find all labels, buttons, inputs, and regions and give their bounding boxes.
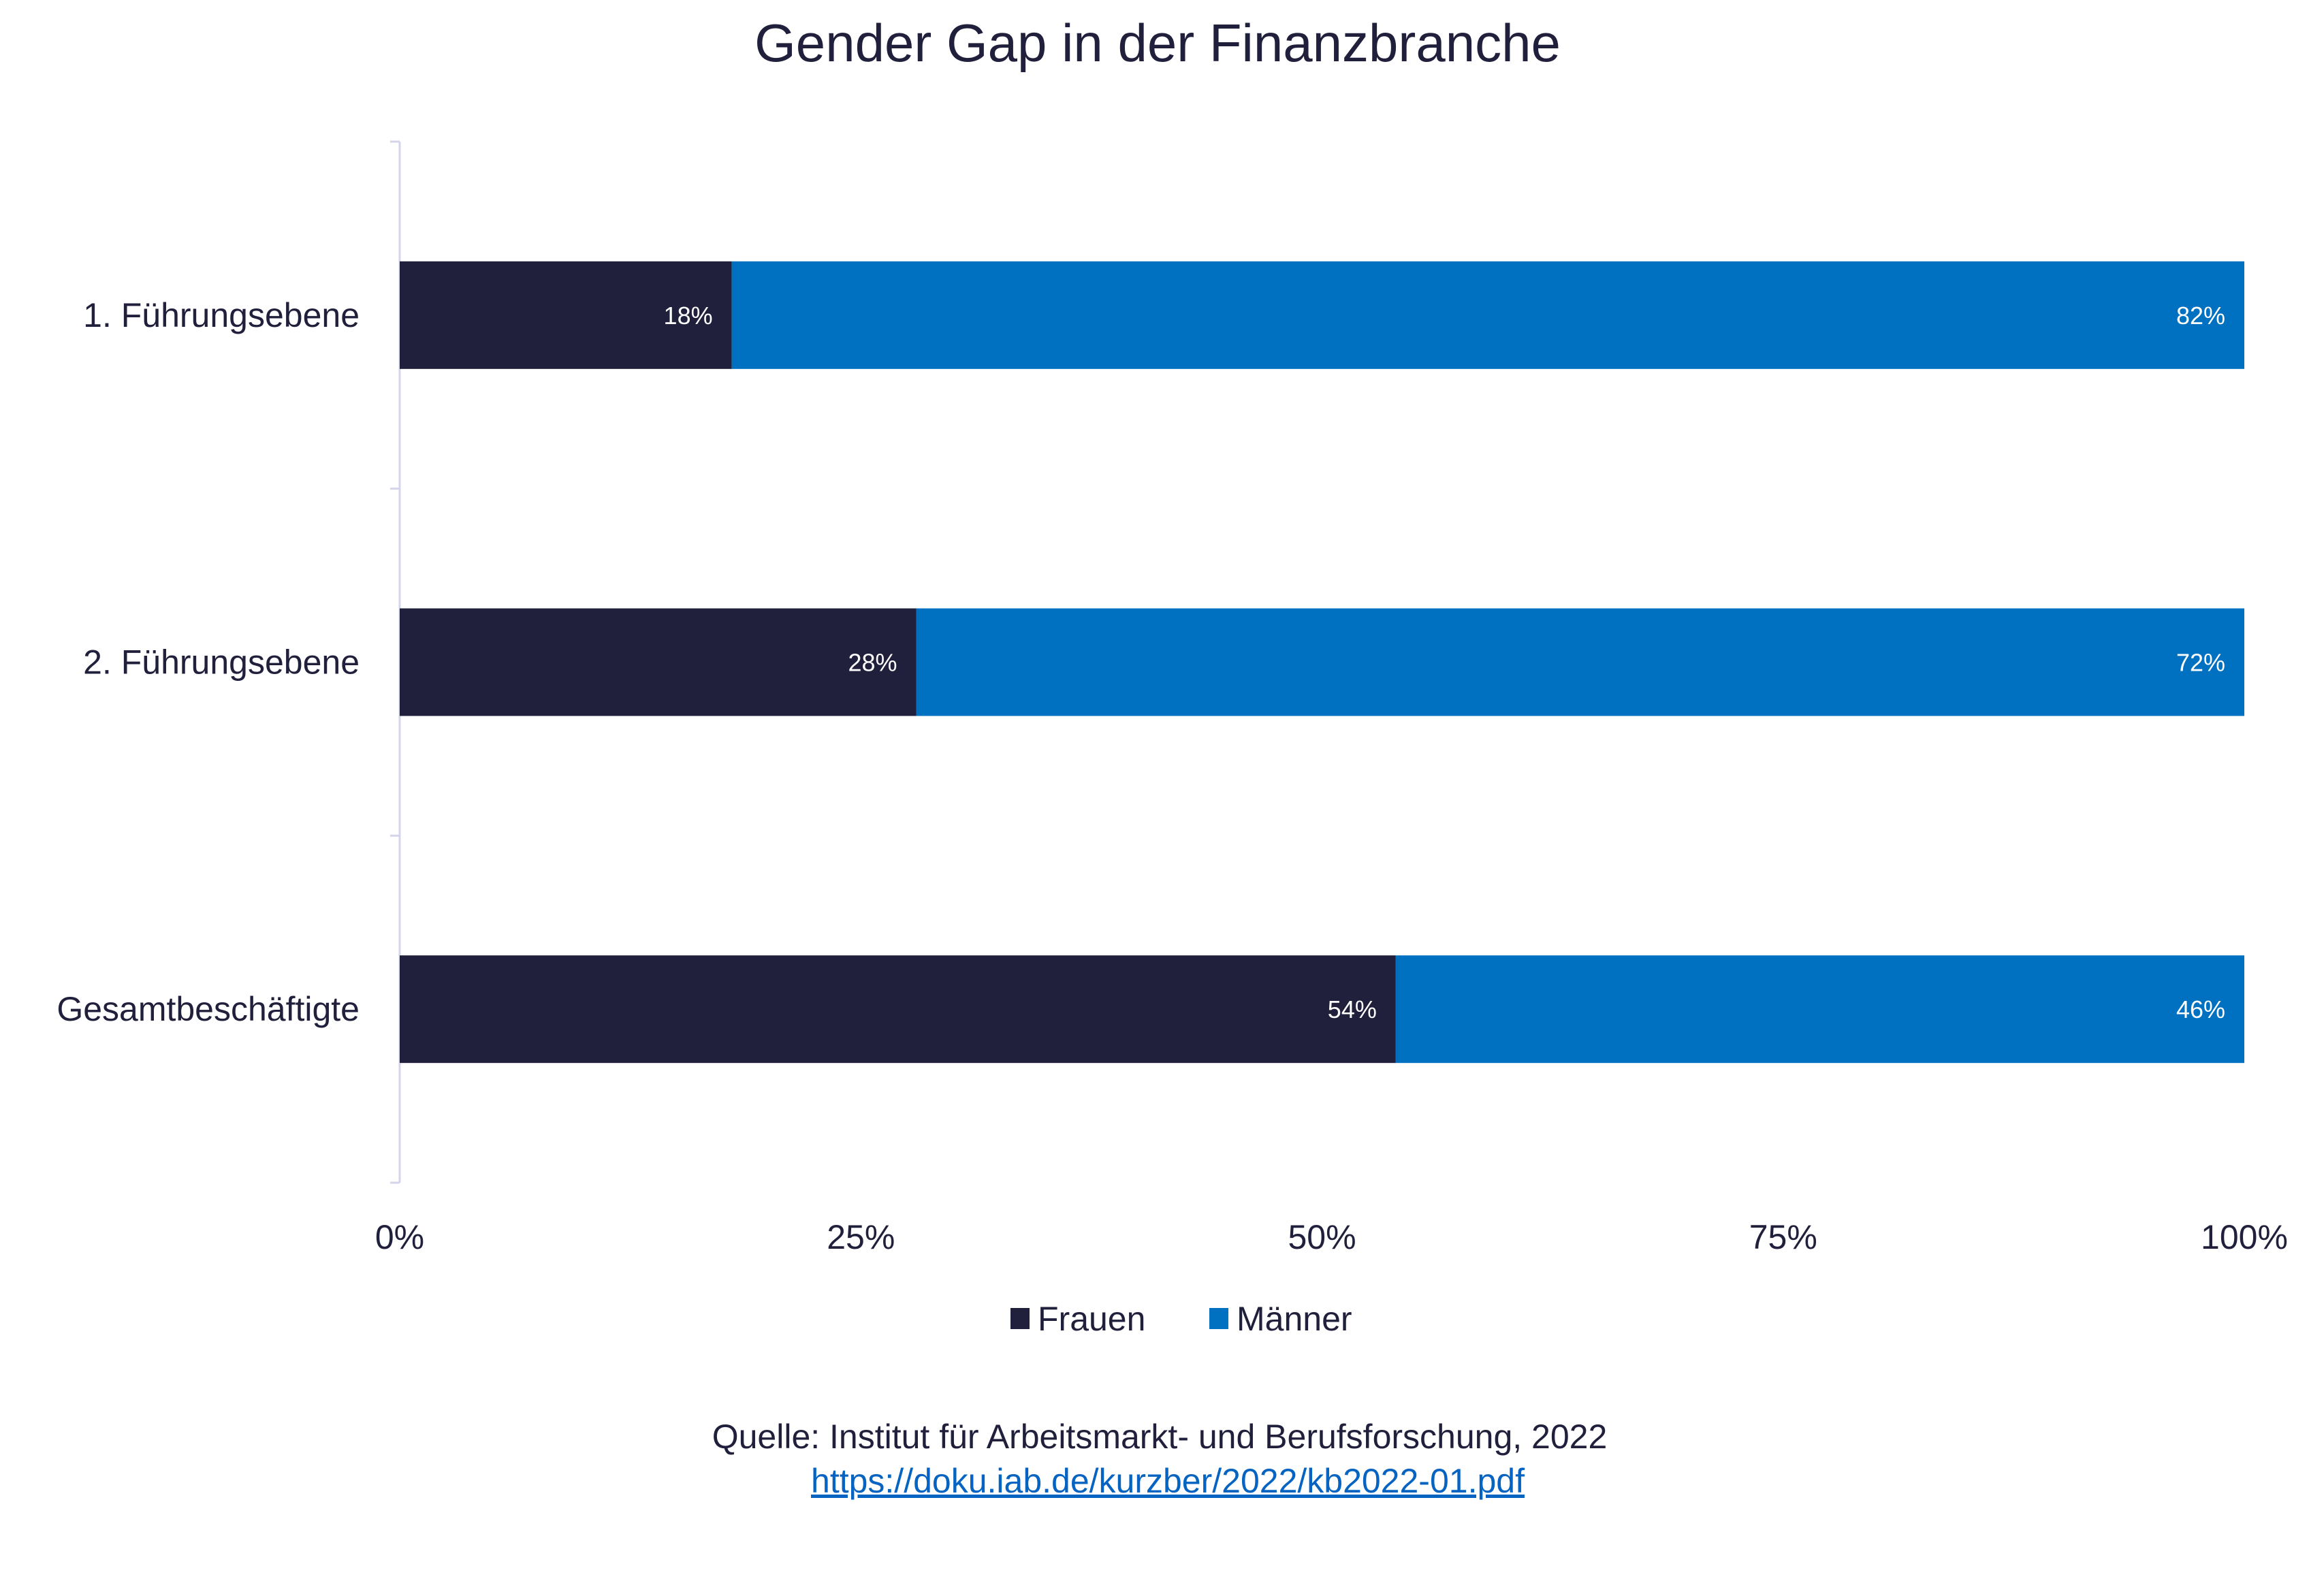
legend: Frauen Männer <box>1010 1300 1352 1338</box>
bar-frauen <box>400 608 917 716</box>
bar-frauen <box>400 261 732 369</box>
x-tick-label: 100% <box>2201 1218 2288 1256</box>
bar-frauen <box>400 955 1396 1064</box>
source-text: Quelle: Institut für Arbeitsmarkt- und B… <box>712 1418 1608 1456</box>
data-label: 82% <box>2176 302 2225 330</box>
data-label: 46% <box>2176 995 2225 1023</box>
category-label: 2. Führungsebene <box>83 643 360 682</box>
source-link[interactable]: https://doku.iab.de/kurzber/2022/kb2022-… <box>811 1462 1525 1500</box>
category-label: Gesamtbeschäftigte <box>57 990 360 1028</box>
bar-männer <box>1395 955 2244 1064</box>
x-tick-label: 25% <box>827 1218 895 1256</box>
legend-swatch-frauen <box>1010 1308 1030 1329</box>
data-label: 72% <box>2176 649 2225 677</box>
x-tick-label: 0% <box>375 1218 424 1256</box>
data-label: 28% <box>848 649 897 677</box>
category-label: 1. Führungsebene <box>83 296 360 334</box>
legend-label: Männer <box>1237 1300 1352 1338</box>
x-tick-label: 75% <box>1749 1218 1817 1256</box>
data-label: 54% <box>1328 995 1377 1023</box>
bar-männer <box>731 261 2244 369</box>
x-tick-label: 50% <box>1288 1218 1356 1256</box>
legend-swatch-männer <box>1209 1308 1228 1329</box>
chart-title: Gender Gap in der Finanzbranche <box>754 13 1561 73</box>
legend-label: Frauen <box>1038 1300 1145 1338</box>
bar-männer <box>916 608 2244 716</box>
data-label: 18% <box>664 302 713 330</box>
plot-area: 1. Führungsebene 18% 82% 2. Führungsebene 28… <box>57 140 2288 1256</box>
